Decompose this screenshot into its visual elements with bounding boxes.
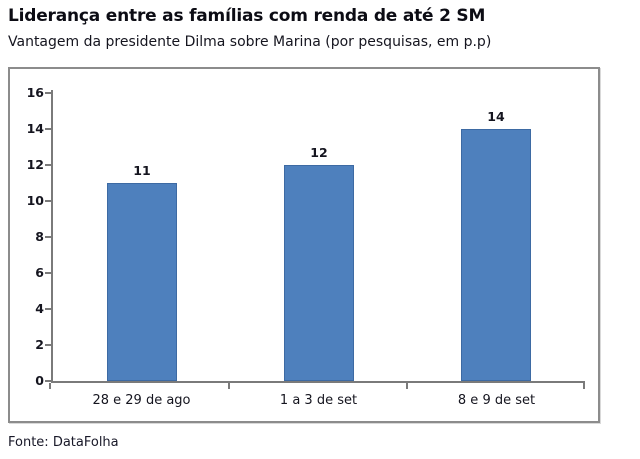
y-axis-tick-label: 16 [26,85,44,100]
page-title: Liderança entre as famílias com renda de… [8,6,486,26]
y-axis-tick-label: 4 [35,301,44,316]
x-category-label: 1 a 3 de set [279,393,358,408]
bar-2 [284,165,354,381]
x-axis-tick [228,383,230,389]
y-axis-tick [45,92,51,94]
x-axis-tick [406,383,408,389]
y-axis-tick-label: 2 [35,337,44,352]
x-category-label: 8 e 9 de set [457,393,536,408]
x-axis-tick [49,383,51,389]
y-axis-tick [45,128,51,130]
y-axis-tick-label: 6 [35,265,44,280]
source-caption: Fonte: DataFolha [8,435,119,450]
x-axis-line [51,381,585,383]
y-axis-tick [45,380,51,382]
y-axis-tick-label: 14 [26,121,44,136]
y-axis-tick-label: 0 [35,373,44,388]
bar-value-label: 11 [133,163,151,178]
y-axis-tick-label: 12 [26,157,44,172]
bar-value-label: 14 [487,109,505,124]
x-category-label: 28 e 29 de ago [92,393,191,408]
y-axis-tick [45,272,51,274]
y-axis-tick-label: 10 [26,193,44,208]
y-axis-tick [45,200,51,202]
y-axis-tick [45,344,51,346]
y-axis-tick [45,236,51,238]
bar-value-label: 12 [310,145,328,160]
bar-3 [461,129,531,381]
page-subtitle: Vantagem da presidente Dilma sobre Marin… [8,34,492,50]
y-axis-line [51,90,53,383]
y-axis-tick [45,164,51,166]
bar-1 [107,183,177,381]
x-axis-tick [583,383,585,389]
chart-frame: 0 2 4 6 8 10 12 14 16 11 28 e 29 de ago 12 1 a 3 de … [8,67,600,423]
y-axis-tick [45,308,51,310]
y-axis-tick-label: 8 [35,229,44,244]
